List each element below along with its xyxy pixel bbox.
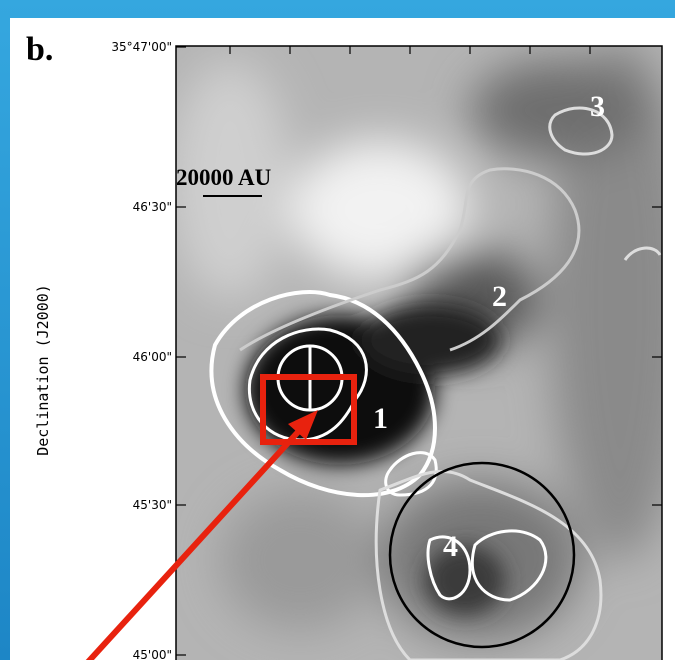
y-axis-label: Declination (J2000) [34, 284, 52, 456]
image [170, 40, 675, 660]
panel-label: b. [26, 31, 53, 68]
scale-bar-label: 20000 AU [176, 165, 272, 190]
y-tick-label: 35°47'00" [111, 40, 172, 54]
source-label: 3 [590, 90, 605, 123]
y-tick-label: 45'00" [133, 648, 172, 660]
source-label: 4 [443, 530, 458, 563]
y-tick-label: 45'30" [133, 498, 172, 512]
y-tick-label: 46'00" [133, 350, 172, 364]
y-tick-label: 46'30" [133, 200, 172, 214]
page: b. 35°47'00" 46'30" 46'00" 45'30" 45'00"… [0, 0, 675, 660]
source-label: 2 [492, 280, 507, 313]
source-label: 1 [373, 402, 388, 435]
slide: b. 35°47'00" 46'30" 46'00" 45'30" 45'00"… [0, 0, 675, 660]
